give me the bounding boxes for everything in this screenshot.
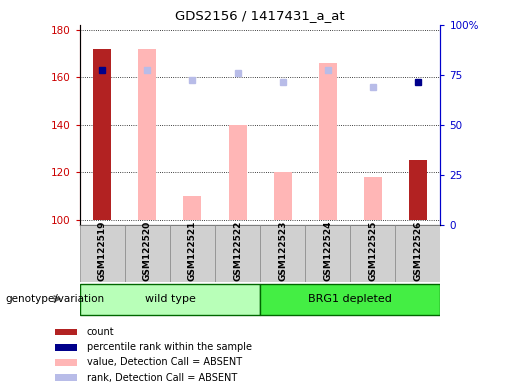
Bar	[93, 49, 111, 220]
Bar	[55, 374, 77, 381]
Bar	[170, 225, 215, 282]
Bar	[364, 177, 382, 220]
Bar	[260, 284, 440, 315]
Text: GSM122523: GSM122523	[278, 220, 287, 281]
Text: GSM122522: GSM122522	[233, 220, 242, 281]
Bar	[273, 172, 291, 220]
Text: value, Detection Call = ABSENT: value, Detection Call = ABSENT	[87, 358, 242, 367]
Bar	[80, 225, 125, 282]
Bar	[139, 49, 157, 220]
Title: GDS2156 / 1417431_a_at: GDS2156 / 1417431_a_at	[175, 9, 345, 22]
Text: BRG1 depleted: BRG1 depleted	[308, 294, 392, 304]
Text: genotype/variation: genotype/variation	[5, 294, 104, 304]
Bar	[55, 359, 77, 366]
Bar	[409, 161, 427, 220]
Text: GSM122524: GSM122524	[323, 220, 332, 281]
Text: wild type: wild type	[145, 294, 195, 304]
Bar	[55, 329, 77, 336]
Text: rank, Detection Call = ABSENT: rank, Detection Call = ABSENT	[87, 372, 237, 383]
Bar	[183, 196, 201, 220]
Bar	[396, 225, 440, 282]
Bar	[80, 284, 260, 315]
Text: GSM122519: GSM122519	[98, 220, 107, 281]
Text: GSM122521: GSM122521	[188, 220, 197, 281]
Bar	[215, 225, 260, 282]
Bar	[229, 125, 247, 220]
Bar	[260, 225, 305, 282]
Text: GSM122520: GSM122520	[143, 220, 152, 281]
Text: count: count	[87, 327, 114, 337]
Bar	[305, 225, 350, 282]
Text: percentile rank within the sample: percentile rank within the sample	[87, 342, 251, 352]
Bar	[350, 225, 396, 282]
Bar	[55, 344, 77, 351]
Bar	[319, 63, 337, 220]
Text: GSM122525: GSM122525	[368, 220, 377, 281]
Bar	[125, 225, 170, 282]
Text: GSM122526: GSM122526	[414, 220, 422, 281]
